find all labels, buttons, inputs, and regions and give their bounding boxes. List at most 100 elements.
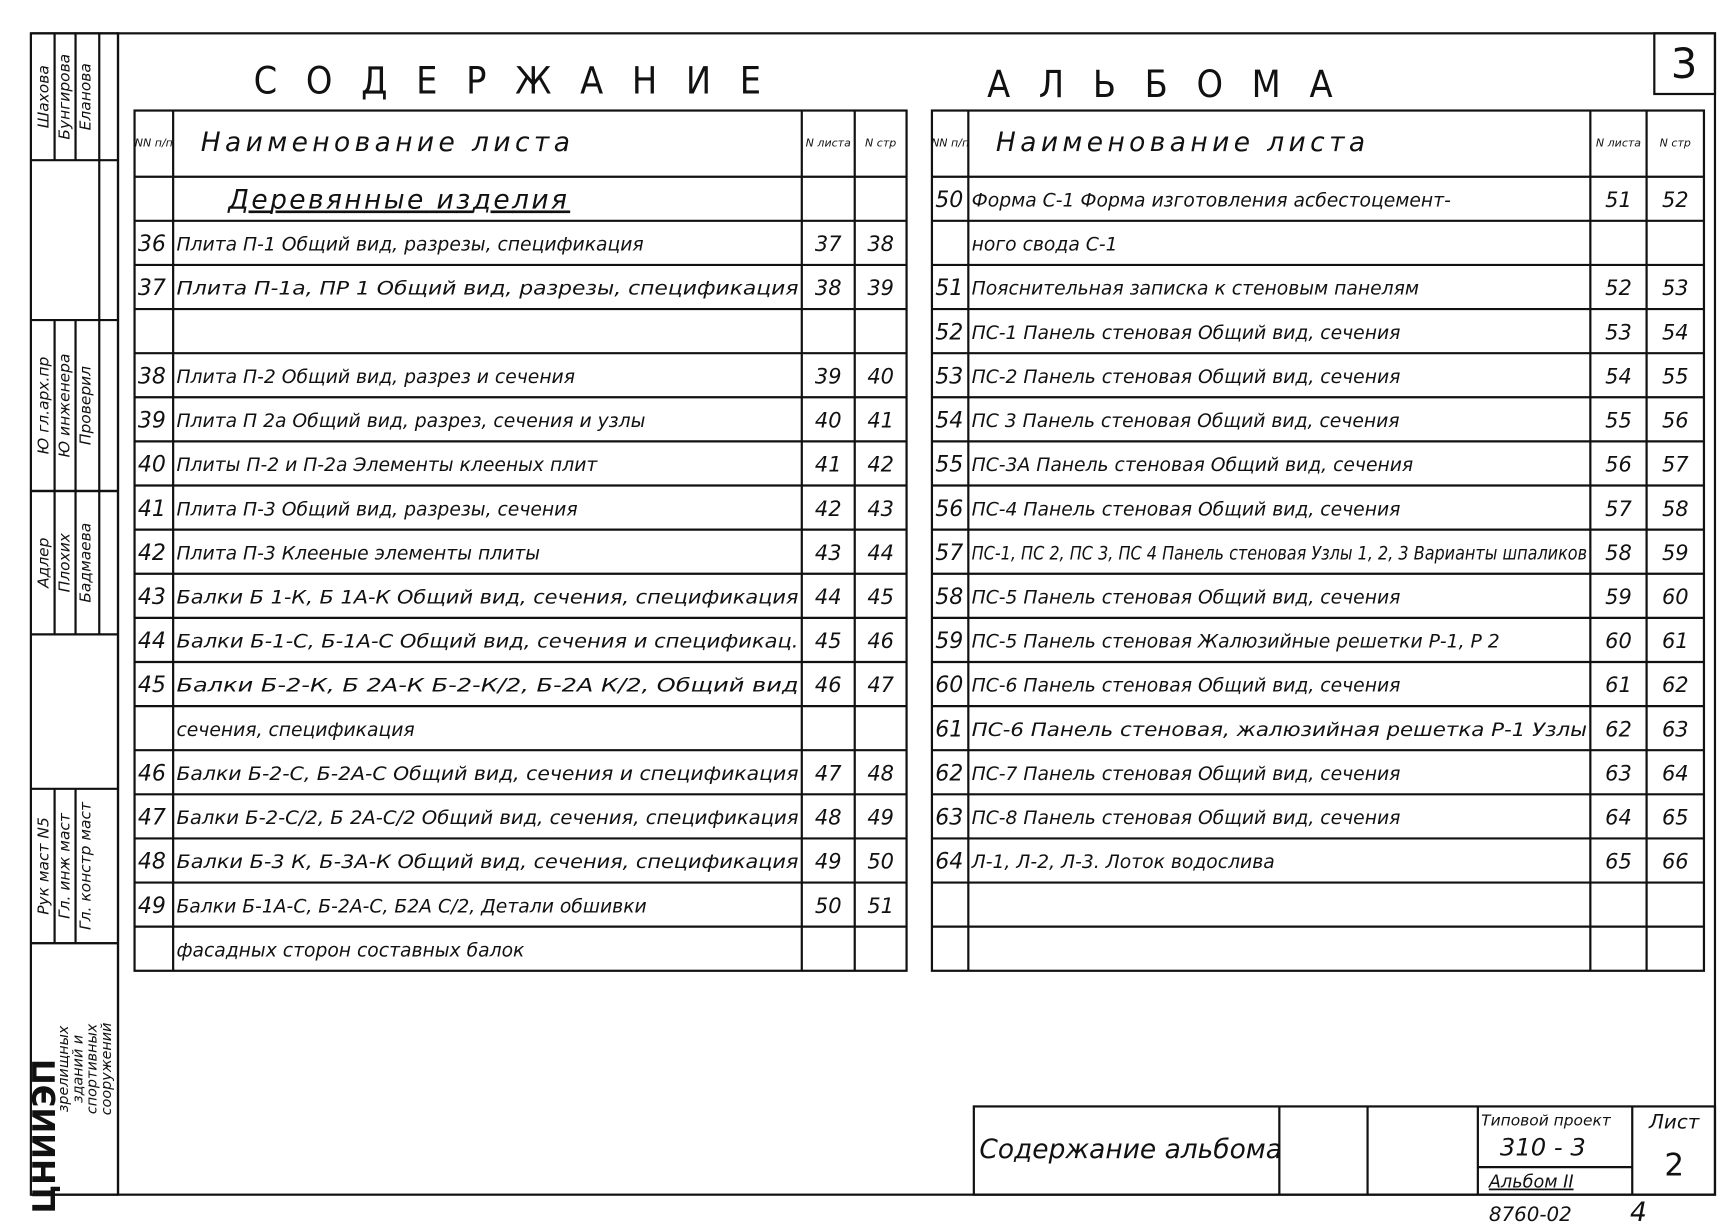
sheet-number: 64: [1605, 806, 1632, 830]
row-name: ПС-5 Панель стеновая Общий вид, сечения: [972, 588, 1401, 609]
side-stamp-label: Ю гл.арх.пр: [35, 357, 53, 455]
sheet-number: 48: [815, 806, 842, 830]
row-name: ПС-8 Панель стеновая Общий вид, сечения: [972, 808, 1401, 829]
row-name: ПС-6 Панель стеновая, жалюзийная решетка…: [972, 720, 1588, 741]
page-number: 64: [1662, 761, 1689, 785]
row-name: ПС-2 Панель стеновая Общий вид, сечения: [972, 367, 1401, 388]
row-number: 45: [138, 673, 166, 698]
page-number: 43: [867, 497, 894, 521]
sheet-number: 51: [1605, 188, 1632, 212]
row-number: 54: [935, 409, 963, 434]
page-number: 45: [867, 585, 894, 609]
stamp-project: 310 - 3: [1500, 1132, 1586, 1161]
sheet-number: 58: [1605, 541, 1632, 565]
table-border: [133, 109, 908, 972]
row-number: 37: [138, 276, 166, 301]
page-number: 63: [1662, 717, 1689, 741]
row-name: ПС-1, ПС 2, ПС 3, ПС 4 Панель стеновая У…: [972, 543, 1587, 564]
stamp-title: Содержание альбома: [979, 1134, 1282, 1165]
sheet-number: 55: [1605, 409, 1632, 433]
title-left: СОДЕРЖАНИЕ: [254, 58, 790, 102]
sheet-number: 46: [815, 673, 842, 697]
page-number: 50: [867, 850, 894, 874]
page-number: 49: [867, 806, 894, 830]
sheet-number: 62: [1605, 717, 1632, 741]
row-number: 58: [935, 585, 963, 610]
sheet-number: 37: [815, 232, 842, 256]
sheet-number: 49: [815, 850, 842, 874]
side-stamp-label: Гл. констр маст: [77, 801, 95, 930]
row-number: 59: [935, 629, 963, 654]
side-stamp-label: Шахова: [35, 65, 53, 128]
corner-number: 3: [1671, 39, 1698, 88]
row-number: 52: [935, 320, 963, 345]
page-number: 62: [1662, 673, 1689, 697]
stamp-sheet: 2: [1664, 1148, 1684, 1184]
row-number: 38: [138, 364, 166, 389]
page-number: 65: [1662, 806, 1689, 830]
row-name: ПС-7 Панель стеновая Общий вид, сечения: [972, 764, 1401, 785]
sheet-number: 40: [815, 409, 842, 433]
side-stamp-label: Адлер: [35, 537, 53, 589]
row-number: 55: [935, 453, 963, 478]
side-stamp-label: Проверил: [77, 366, 95, 445]
sheet-number: 54: [1605, 364, 1632, 388]
column-header: Наименование листа: [201, 127, 575, 158]
page-number: 52: [1662, 188, 1689, 212]
footer-number: 4: [1630, 1197, 1647, 1228]
sheet-number: 52: [1605, 276, 1632, 300]
side-org: ЦНИИЭП: [27, 1059, 63, 1214]
sheet-number: 53: [1605, 320, 1632, 344]
row-number: 53: [935, 364, 963, 389]
page-number: 61: [1662, 629, 1689, 653]
page-number: 40: [867, 364, 894, 388]
row-number: 61: [935, 717, 963, 742]
row-number: 60: [935, 673, 963, 698]
row-number: 44: [138, 629, 166, 654]
page-number: 66: [1662, 850, 1689, 874]
sheet-number: 59: [1605, 585, 1632, 609]
row-number: 48: [138, 850, 166, 875]
row-name: Балки Б 1-К, Б 1А-К Общий вид, сечения, …: [176, 588, 798, 609]
column-header: N стр: [865, 137, 896, 150]
row-number: 39: [138, 409, 166, 434]
sheet-number: 47: [815, 761, 842, 785]
column-header: N листа: [1596, 137, 1641, 150]
column-header: Наименование листа: [996, 127, 1370, 158]
row-name: ного свода С-1: [972, 235, 1118, 256]
row-name: ПС-4 Панель стеновая Общий вид, сечения: [972, 499, 1401, 520]
table-border: [930, 109, 1706, 972]
side-stamp-label: Гл. инж маст: [56, 812, 74, 919]
page-number: 56: [1662, 409, 1689, 433]
row-name: Плита П-2 Общий вид, разрез и сечения: [176, 367, 575, 388]
sheet-number: 50: [815, 894, 842, 918]
row-number: 64: [935, 850, 963, 875]
column-header: N стр: [1660, 137, 1691, 150]
side-stamp-label: Бадмаева: [77, 523, 95, 603]
row-name: Плита П-1а, ПР 1 Общий вид, разрезы, спе…: [176, 279, 798, 300]
row-number: 47: [138, 806, 166, 831]
title-right: АЛЬБОМА: [987, 62, 1361, 106]
row-number: 62: [935, 761, 963, 786]
sheet-number: 39: [815, 364, 842, 388]
column-header: NN п/п: [931, 137, 969, 150]
footer-code: 8760-02: [1489, 1203, 1572, 1226]
row-name: ПС 3 Панель стеновая Общий вид, сечения: [972, 411, 1400, 432]
sheet-number: 43: [815, 541, 842, 565]
page-number: 60: [1662, 585, 1689, 609]
row-name: Плита П-1 Общий вид, разрезы, спецификац…: [176, 235, 643, 256]
page-number: 51: [867, 894, 894, 918]
row-name: Балки Б-3 К, Б-3А-К Общий вид, сечения, …: [176, 852, 798, 873]
row-name: Плита П 2а Общий вид, разрез, сечения и …: [176, 411, 645, 432]
column-header: NN п/п: [135, 137, 173, 150]
row-name: ПС-5 Панель стеновая Жалюзийные решетки …: [972, 632, 1500, 653]
row-name: Плита П-3 Клееные элементы плиты: [176, 543, 540, 564]
stamp-border: [972, 1105, 1717, 1196]
page-number: 47: [867, 673, 894, 697]
page-number: 41: [867, 409, 894, 433]
row-name: Форма С-1 Форма изготовления асбестоцеме…: [972, 190, 1451, 211]
row-name: Плита П-3 Общий вид, разрезы, сечения: [176, 499, 577, 520]
row-name: Балки Б-1-С, Б-1А-С Общий вид, сечения и…: [176, 632, 798, 653]
row-name: фасадных сторон составных балок: [176, 940, 525, 961]
